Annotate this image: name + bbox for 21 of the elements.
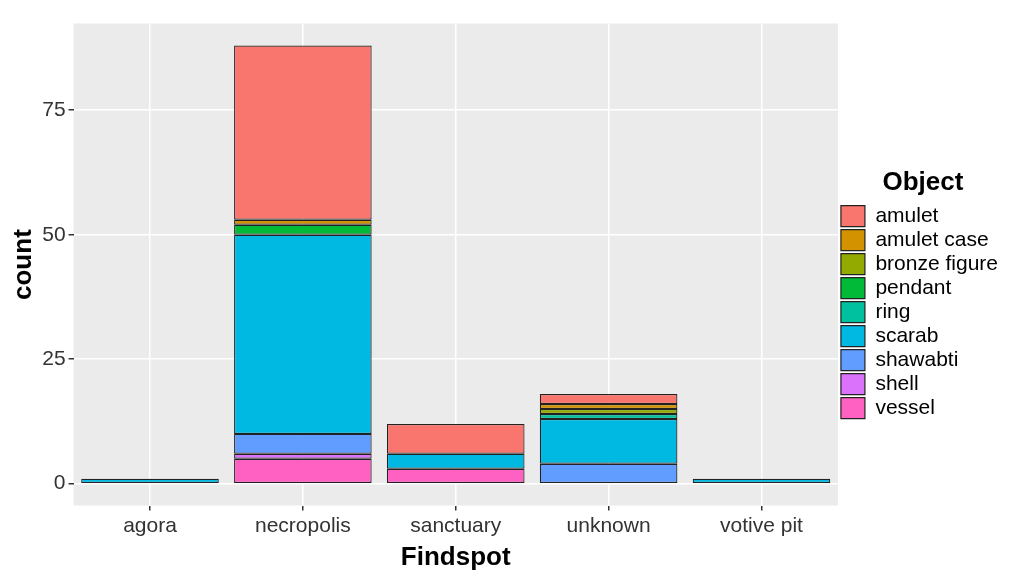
y-tick-label: 50	[42, 221, 66, 245]
legend-label: shell	[875, 370, 919, 394]
x-tick-label: agora	[123, 513, 178, 536]
y-axis-title: count	[6, 228, 37, 300]
legend-label: scarab	[875, 322, 939, 346]
x-axis-title: Findspot	[400, 540, 511, 571]
x-tick-label: necropolis	[255, 513, 351, 536]
y-tick-label: 0	[53, 470, 66, 494]
legend-title: Object	[882, 165, 964, 196]
legend-label: pendant	[875, 274, 952, 298]
y-tick-label: 75	[42, 97, 66, 121]
legend-label: amulet case	[875, 226, 989, 250]
x-tick-label: sanctuary	[410, 513, 502, 536]
legend-label: vessel	[875, 394, 935, 418]
y-tick-label: 25	[42, 346, 66, 369]
x-tick-label: unknown	[566, 513, 651, 536]
legend-label: shawabti	[875, 346, 959, 370]
legend-label: bronze figure	[875, 250, 998, 274]
legend-label: ring	[875, 298, 911, 322]
x-tick-label: votive pit	[720, 513, 804, 536]
legend-label: amulet	[875, 202, 939, 226]
